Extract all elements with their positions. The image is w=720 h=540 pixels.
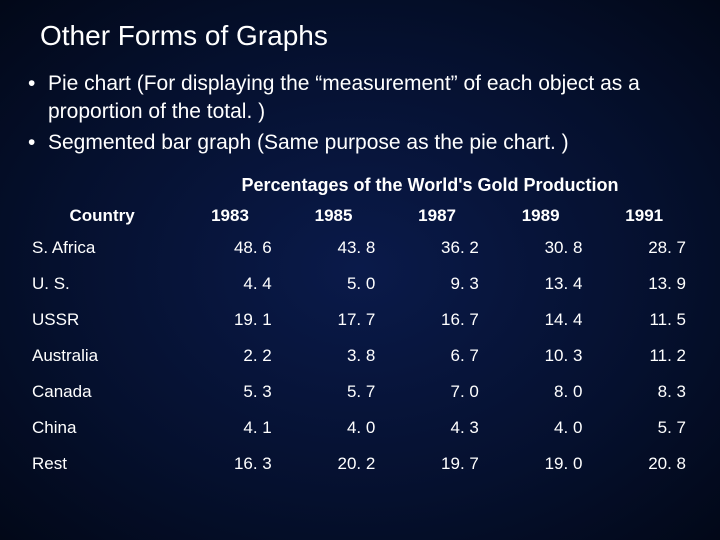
cell-value: 4. 4 [178,266,282,302]
col-header: 1987 [385,202,489,230]
cell-value: 11. 2 [592,338,696,374]
table-row: China 4. 1 4. 0 4. 3 4. 0 5. 7 [24,410,696,446]
cell-country: Australia [24,338,178,374]
table-title: Percentages of the World's Gold Producti… [164,175,696,196]
cell-value: 28. 7 [592,230,696,266]
cell-value: 5. 3 [178,374,282,410]
col-header: Country [24,202,178,230]
data-table: Country 1983 1985 1987 1989 1991 S. Afri… [24,202,696,482]
cell-country: S. Africa [24,230,178,266]
table-row: S. Africa 48. 6 43. 8 36. 2 30. 8 28. 7 [24,230,696,266]
slide-title: Other Forms of Graphs [40,20,696,52]
cell-value: 8. 3 [592,374,696,410]
cell-value: 4. 0 [282,410,386,446]
cell-value: 19. 7 [385,446,489,482]
cell-value: 10. 3 [489,338,593,374]
cell-value: 4. 1 [178,410,282,446]
cell-value: 14. 4 [489,302,593,338]
table-row: Canada 5. 3 5. 7 7. 0 8. 0 8. 3 [24,374,696,410]
cell-country: Canada [24,374,178,410]
cell-value: 19. 0 [489,446,593,482]
cell-value: 16. 7 [385,302,489,338]
cell-value: 36. 2 [385,230,489,266]
cell-country: USSR [24,302,178,338]
cell-value: 5. 0 [282,266,386,302]
cell-value: 17. 7 [282,302,386,338]
table-body: S. Africa 48. 6 43. 8 36. 2 30. 8 28. 7 … [24,230,696,482]
cell-value: 30. 8 [489,230,593,266]
cell-country: U. S. [24,266,178,302]
cell-value: 9. 3 [385,266,489,302]
col-header: 1991 [592,202,696,230]
bullet-item: Pie chart (For displaying the “measureme… [24,70,696,127]
cell-value: 4. 3 [385,410,489,446]
cell-country: China [24,410,178,446]
bullet-list: Pie chart (For displaying the “measureme… [24,70,696,157]
cell-value: 7. 0 [385,374,489,410]
cell-value: 5. 7 [282,374,386,410]
cell-country: Rest [24,446,178,482]
cell-value: 11. 5 [592,302,696,338]
col-header: 1983 [178,202,282,230]
cell-value: 43. 8 [282,230,386,266]
cell-value: 6. 7 [385,338,489,374]
table-row: U. S. 4. 4 5. 0 9. 3 13. 4 13. 9 [24,266,696,302]
cell-value: 20. 8 [592,446,696,482]
cell-value: 5. 7 [592,410,696,446]
cell-value: 8. 0 [489,374,593,410]
cell-value: 2. 2 [178,338,282,374]
cell-value: 4. 0 [489,410,593,446]
cell-value: 19. 1 [178,302,282,338]
table-row: Australia 2. 2 3. 8 6. 7 10. 3 11. 2 [24,338,696,374]
cell-value: 20. 2 [282,446,386,482]
cell-value: 13. 4 [489,266,593,302]
table-header-row: Country 1983 1985 1987 1989 1991 [24,202,696,230]
cell-value: 3. 8 [282,338,386,374]
cell-value: 48. 6 [178,230,282,266]
col-header: 1985 [282,202,386,230]
cell-value: 13. 9 [592,266,696,302]
bullet-item: Segmented bar graph (Same purpose as the… [24,129,696,157]
table-row: Rest 16. 3 20. 2 19. 7 19. 0 20. 8 [24,446,696,482]
table-row: USSR 19. 1 17. 7 16. 7 14. 4 11. 5 [24,302,696,338]
col-header: 1989 [489,202,593,230]
cell-value: 16. 3 [178,446,282,482]
